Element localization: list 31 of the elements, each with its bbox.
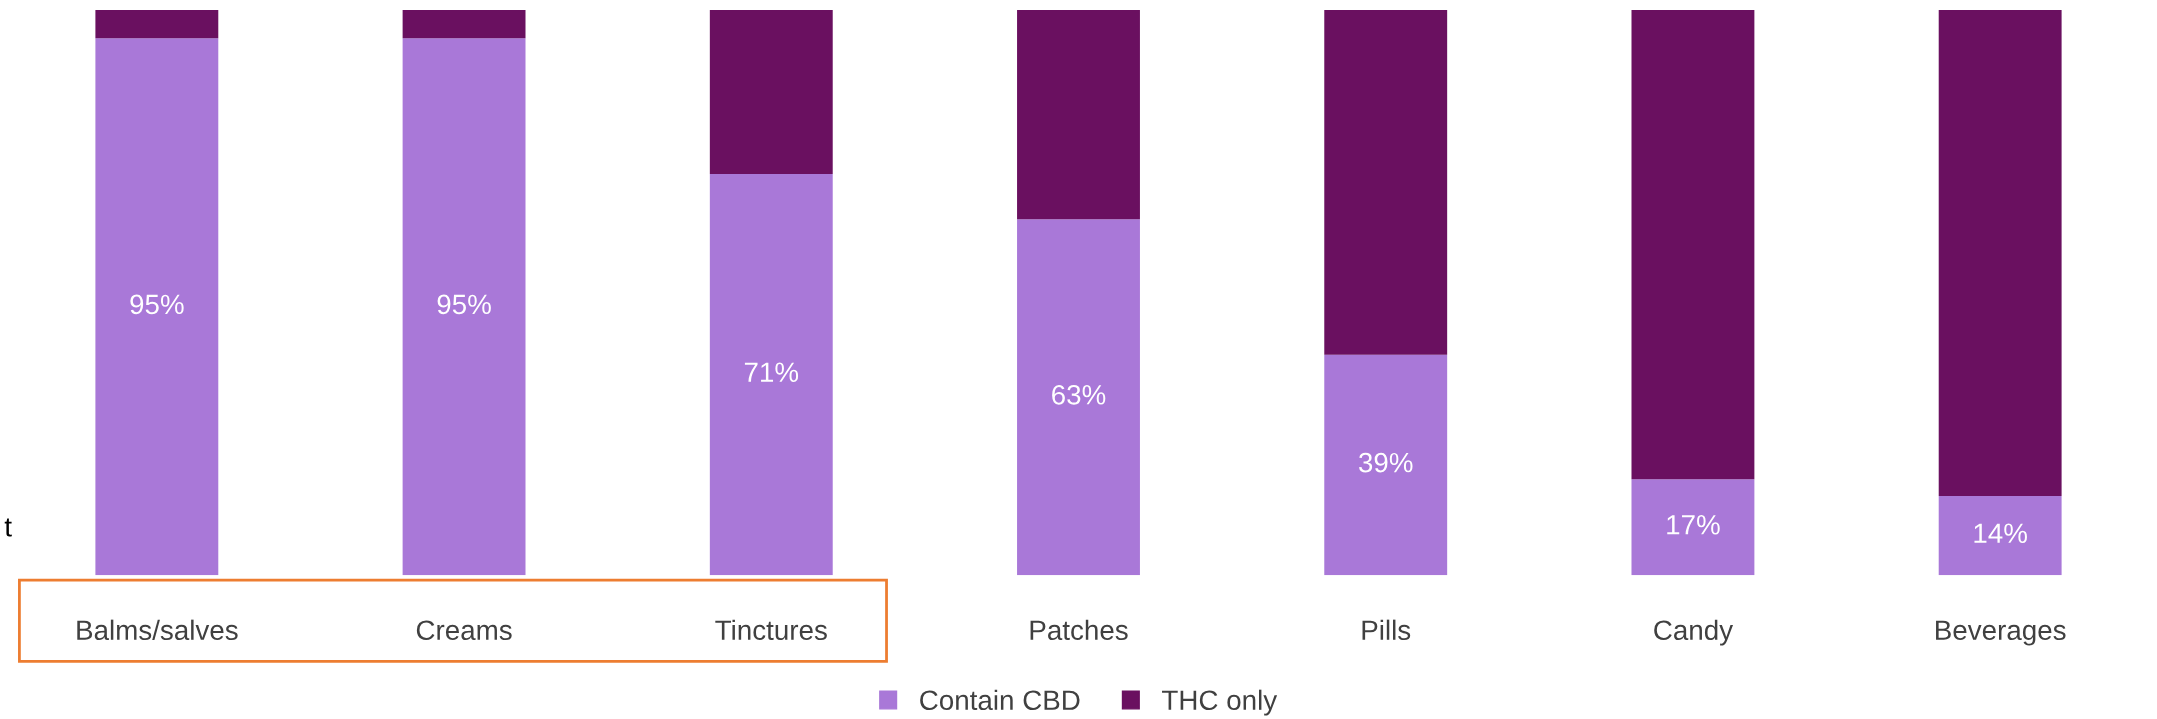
bar [1631,10,1755,480]
data-label: 95% [437,294,491,315]
x-tick-label: Patches [1030,619,1128,641]
annotation: t [4,518,12,537]
legend-label: THC only [1162,689,1278,716]
data-label: 17% [1667,515,1720,535]
bar [1938,496,2062,576]
x-tick-label: Candy [1654,619,1734,646]
bar [1017,219,1140,576]
bar [95,10,219,39]
bar [1631,479,1755,576]
data-label: 71% [744,362,799,382]
bar [402,38,526,576]
data-label: 95% [130,294,184,315]
data-label: 39% [1358,452,1413,473]
x-tick-label: Tinctures [715,619,827,641]
x-tick-label: Pills [1362,619,1411,641]
bar [1324,354,1448,576]
bar [95,38,219,576]
bar [1938,10,2062,497]
bar [1324,10,1448,355]
legend-label: Contain CBD [920,689,1080,711]
x-tick-label: Balms/salves [77,619,238,641]
bar [402,10,526,39]
data-label: 14% [1974,523,2027,543]
x-tick-label: Beverages [1936,620,2066,646]
x-tick-label: Creams [416,620,512,641]
bar [709,173,833,576]
data-label: 63% [1052,384,1106,405]
bar [1017,10,1140,220]
bar [709,10,833,174]
